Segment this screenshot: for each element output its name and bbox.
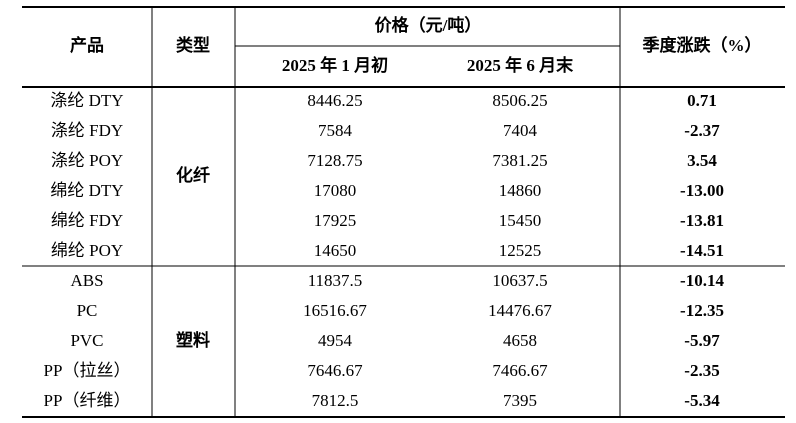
product-cell: PC <box>77 301 98 320</box>
price-cell: 7128.75 <box>307 151 362 170</box>
change-cell: -2.35 <box>684 361 719 380</box>
price-cell: 7646.67 <box>307 361 363 380</box>
price-cell: 4658 <box>503 331 537 350</box>
change-cell: -10.14 <box>680 271 724 290</box>
price-cell: 7812.5 <box>312 391 359 410</box>
product-cell: 绵纶 POY <box>51 241 123 260</box>
change-cell: -13.00 <box>680 181 724 200</box>
product-cell: 涤纶 POY <box>51 151 123 170</box>
change-cell: 0.71 <box>687 91 717 110</box>
header-cell: 产品 <box>70 35 104 55</box>
price-cell: 14650 <box>314 241 357 260</box>
change-cell: -5.34 <box>684 391 720 410</box>
product-cell: PP（纤维） <box>44 391 131 410</box>
price-cell: 7381.25 <box>492 151 547 170</box>
change-cell: -13.81 <box>680 211 724 230</box>
change-cell: 3.54 <box>687 151 717 170</box>
header-cell: 2025 年 1 月初 <box>282 55 388 75</box>
price-cell: 14860 <box>499 181 542 200</box>
product-cell: PVC <box>70 331 103 350</box>
price-cell: 4954 <box>318 331 353 350</box>
change-cell: -12.35 <box>680 301 724 320</box>
product-cell: PP（拉丝） <box>44 361 131 380</box>
price-cell: 16516.67 <box>303 301 367 320</box>
header-cell: 季度涨跌（%） <box>643 35 762 55</box>
product-cell: 涤纶 DTY <box>50 91 123 110</box>
header-cell: 类型 <box>176 35 210 55</box>
product-cell: 涤纶 FDY <box>51 121 123 140</box>
header-cell: 2025 年 6 月末 <box>467 55 574 75</box>
header-cell: 价格（元/吨） <box>375 15 482 35</box>
change-cell: -5.97 <box>684 331 720 350</box>
price-cell: 7395 <box>503 391 537 410</box>
price-cell: 11837.5 <box>308 271 363 290</box>
price-cell: 8446.25 <box>307 91 362 110</box>
price-cell: 7404 <box>503 121 538 140</box>
change-cell: -2.37 <box>684 121 720 140</box>
group-type: 化纤 <box>176 165 210 185</box>
change-cell: -14.51 <box>680 241 724 260</box>
price-cell: 7584 <box>318 121 353 140</box>
price-cell: 12525 <box>499 241 542 260</box>
price-cell: 8506.25 <box>492 91 547 110</box>
group-type: 塑料 <box>176 330 210 350</box>
price-cell: 10637.5 <box>492 271 547 290</box>
price-cell: 7466.67 <box>492 361 548 380</box>
product-cell: ABS <box>70 271 103 290</box>
product-cell: 绵纶 DTY <box>50 181 123 200</box>
price-cell: 15450 <box>499 211 542 230</box>
price-cell: 17080 <box>314 181 357 200</box>
product-cell: 绵纶 FDY <box>51 211 123 230</box>
price-cell: 14476.67 <box>488 301 552 320</box>
price-cell: 17925 <box>314 211 357 230</box>
